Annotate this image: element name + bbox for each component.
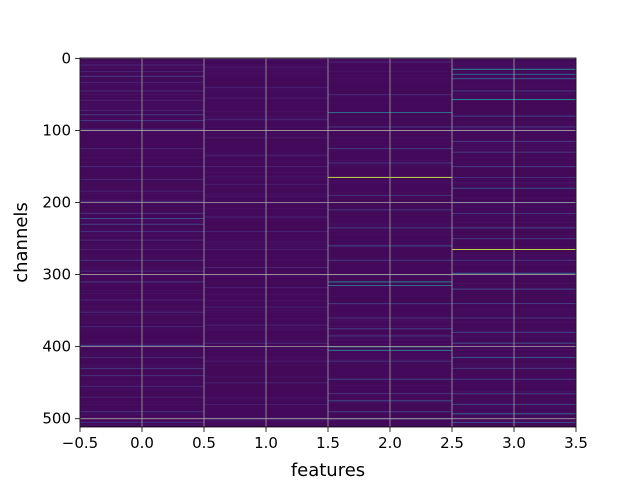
y-axis-label: channels: [11, 202, 32, 283]
y-tick-label: 400: [42, 338, 71, 356]
x-tick-label: 0.0: [130, 434, 154, 452]
x-tick-label: 1.5: [316, 434, 340, 452]
x-axis-label: features: [291, 460, 365, 480]
y-tick-label: 300: [42, 266, 71, 284]
x-tick-label: 0.5: [192, 434, 216, 452]
y-axis: 0 100 200 300 400 500: [42, 49, 80, 428]
x-tick-label: −0.5: [62, 434, 98, 452]
y-tick-label: 200: [42, 194, 71, 212]
x-tick-label: 1.0: [254, 434, 278, 452]
y-tick-label: 500: [42, 410, 71, 428]
x-tick-label: 3.5: [564, 434, 588, 452]
y-tick-label: 100: [42, 121, 71, 139]
x-tick-label: 3.0: [502, 434, 526, 452]
x-tick-label: 2.0: [378, 434, 402, 452]
y-tick-label: 0: [61, 49, 71, 67]
x-axis: −0.5 0.0 0.5 1.0 1.5 2.0 2.5 3.0 3.5: [62, 427, 588, 452]
x-tick-label: 2.5: [440, 434, 464, 452]
